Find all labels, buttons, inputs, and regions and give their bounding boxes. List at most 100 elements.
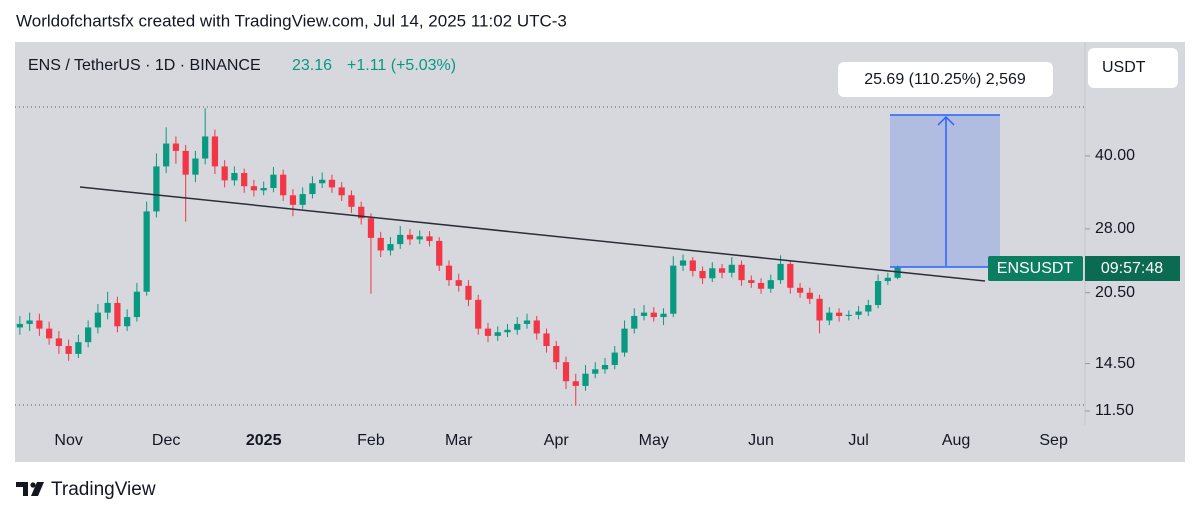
candle-body: [738, 264, 745, 281]
candle-body: [543, 333, 550, 347]
candle-body: [387, 244, 394, 251]
x-tick-label: Apr: [544, 432, 570, 449]
y-tick-label: 11.50: [1095, 402, 1134, 419]
candle-body: [202, 136, 209, 159]
symbol-tag: [988, 256, 1083, 281]
candle-body: [757, 282, 765, 289]
candle-body: [621, 328, 628, 353]
x-tick-label: Mar: [445, 432, 473, 449]
candle-body: [231, 172, 238, 181]
candle-body: [85, 327, 92, 343]
candle-body: [133, 291, 141, 318]
candle-body: [358, 206, 365, 219]
candle-body: [299, 194, 306, 205]
candle-body: [777, 263, 784, 281]
candle-body: [182, 150, 189, 175]
candle-body: [55, 338, 63, 347]
x-tick-label: May: [639, 432, 669, 449]
candle-body: [601, 364, 609, 370]
candle-body: [582, 373, 589, 386]
candle-body: [163, 143, 170, 167]
candle-body: [718, 268, 726, 273]
candle-body: [865, 305, 872, 312]
candle-body: [826, 312, 833, 321]
price-change: +1.11 (+5.03%): [347, 57, 456, 74]
candle-body: [270, 174, 277, 188]
candle-body: [709, 268, 716, 279]
candle-body: [367, 218, 375, 238]
currency[interactable]: USDT: [1102, 59, 1146, 76]
x-tick-label: Jun: [748, 432, 774, 449]
candle-body: [670, 265, 677, 314]
candle-body: [475, 299, 482, 329]
candle-body: [16, 323, 23, 328]
candle-body: [894, 267, 901, 278]
candle-body: [338, 187, 345, 196]
x-tick-label: Sep: [1039, 432, 1068, 449]
candle-body: [280, 174, 287, 196]
candle-body: [679, 260, 687, 266]
tradingview-logo: [16, 482, 44, 496]
symbol-tag-text: ENSUSDT: [997, 260, 1074, 277]
measure-label: 25.69 (110.25%) 2,569: [864, 71, 1026, 88]
candle-body: [806, 292, 813, 299]
candle-body: [484, 328, 492, 336]
y-tick-label: 40.00: [1095, 147, 1135, 164]
candle-body: [592, 369, 599, 374]
candle-body: [289, 195, 297, 205]
candle-body: [855, 311, 862, 315]
candle-body: [416, 236, 423, 240]
measure-arrow-head: [937, 115, 955, 126]
candle-body: [465, 285, 472, 300]
candle-body: [94, 312, 102, 328]
y-tick-label: 20.50: [1095, 284, 1135, 301]
candle-body: [406, 234, 414, 240]
candle-body: [845, 314, 852, 316]
x-tick-label: Jul: [848, 432, 868, 449]
candle-body: [523, 320, 531, 324]
candle-body: [397, 234, 404, 245]
symbol-title: ENS / TetherUS · 1D · BINANCE: [28, 57, 261, 74]
candle-body: [221, 166, 228, 181]
candle-body: [689, 260, 696, 271]
candle-body: [192, 158, 199, 175]
candle-body: [436, 240, 443, 266]
candle-body: [533, 320, 540, 334]
candle-body: [874, 281, 882, 306]
candle-body: [494, 332, 501, 336]
attribution: Worldofchartsfx created with TradingView…: [16, 11, 567, 30]
candle-body: [504, 329, 511, 333]
candle-body: [787, 263, 794, 288]
x-tick-label: Feb: [357, 432, 385, 449]
candle-body: [748, 280, 755, 283]
measure-label-box: [838, 62, 1053, 97]
candle-body: [631, 315, 638, 329]
candle-body: [153, 166, 160, 212]
currency-button[interactable]: [1088, 48, 1178, 88]
candle-body: [124, 317, 131, 327]
trend-line: [79, 186, 986, 282]
candle-body: [660, 313, 667, 318]
candle-body: [114, 302, 121, 327]
candle-body: [241, 172, 248, 187]
chart-panel: [15, 42, 1185, 462]
candle-body: [143, 211, 150, 292]
candle-body: [562, 362, 570, 382]
x-tick-label: 2025: [246, 432, 282, 449]
countdown-tag: [1085, 256, 1180, 281]
candle-body: [26, 320, 33, 324]
candle-body: [884, 277, 891, 282]
footer-brand: TradingView: [51, 479, 156, 500]
candle-body: [835, 312, 843, 316]
candle-body: [36, 320, 43, 329]
x-tick-label: Dec: [152, 432, 180, 449]
candle-body: [816, 298, 823, 321]
candle-body: [426, 236, 433, 241]
candle-body: [699, 270, 706, 279]
candle-body: [260, 187, 267, 191]
candle-body: [767, 280, 774, 289]
measure-box: [890, 115, 1000, 267]
y-tick-label: 14.50: [1095, 355, 1135, 372]
